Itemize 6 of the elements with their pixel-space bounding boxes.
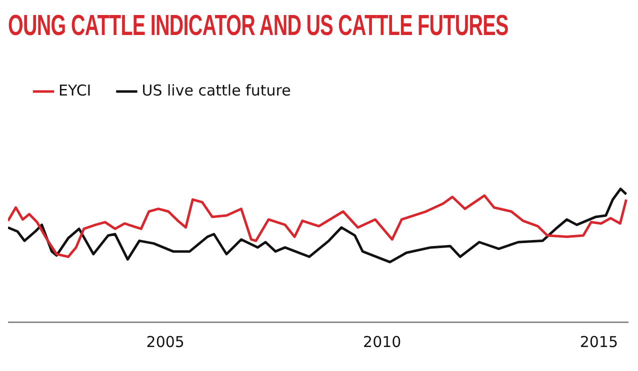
- x-tick-label: 2015: [580, 332, 618, 351]
- legend-label: US live cattle future: [142, 81, 291, 100]
- x-tick-label: 2010: [363, 332, 402, 351]
- x-tick-label: 2005: [146, 332, 184, 351]
- legend-label: EYCI: [58, 81, 92, 100]
- chart-title: OUNG CATTLE INDICATOR AND US CATTLE FUTURES: [8, 9, 508, 44]
